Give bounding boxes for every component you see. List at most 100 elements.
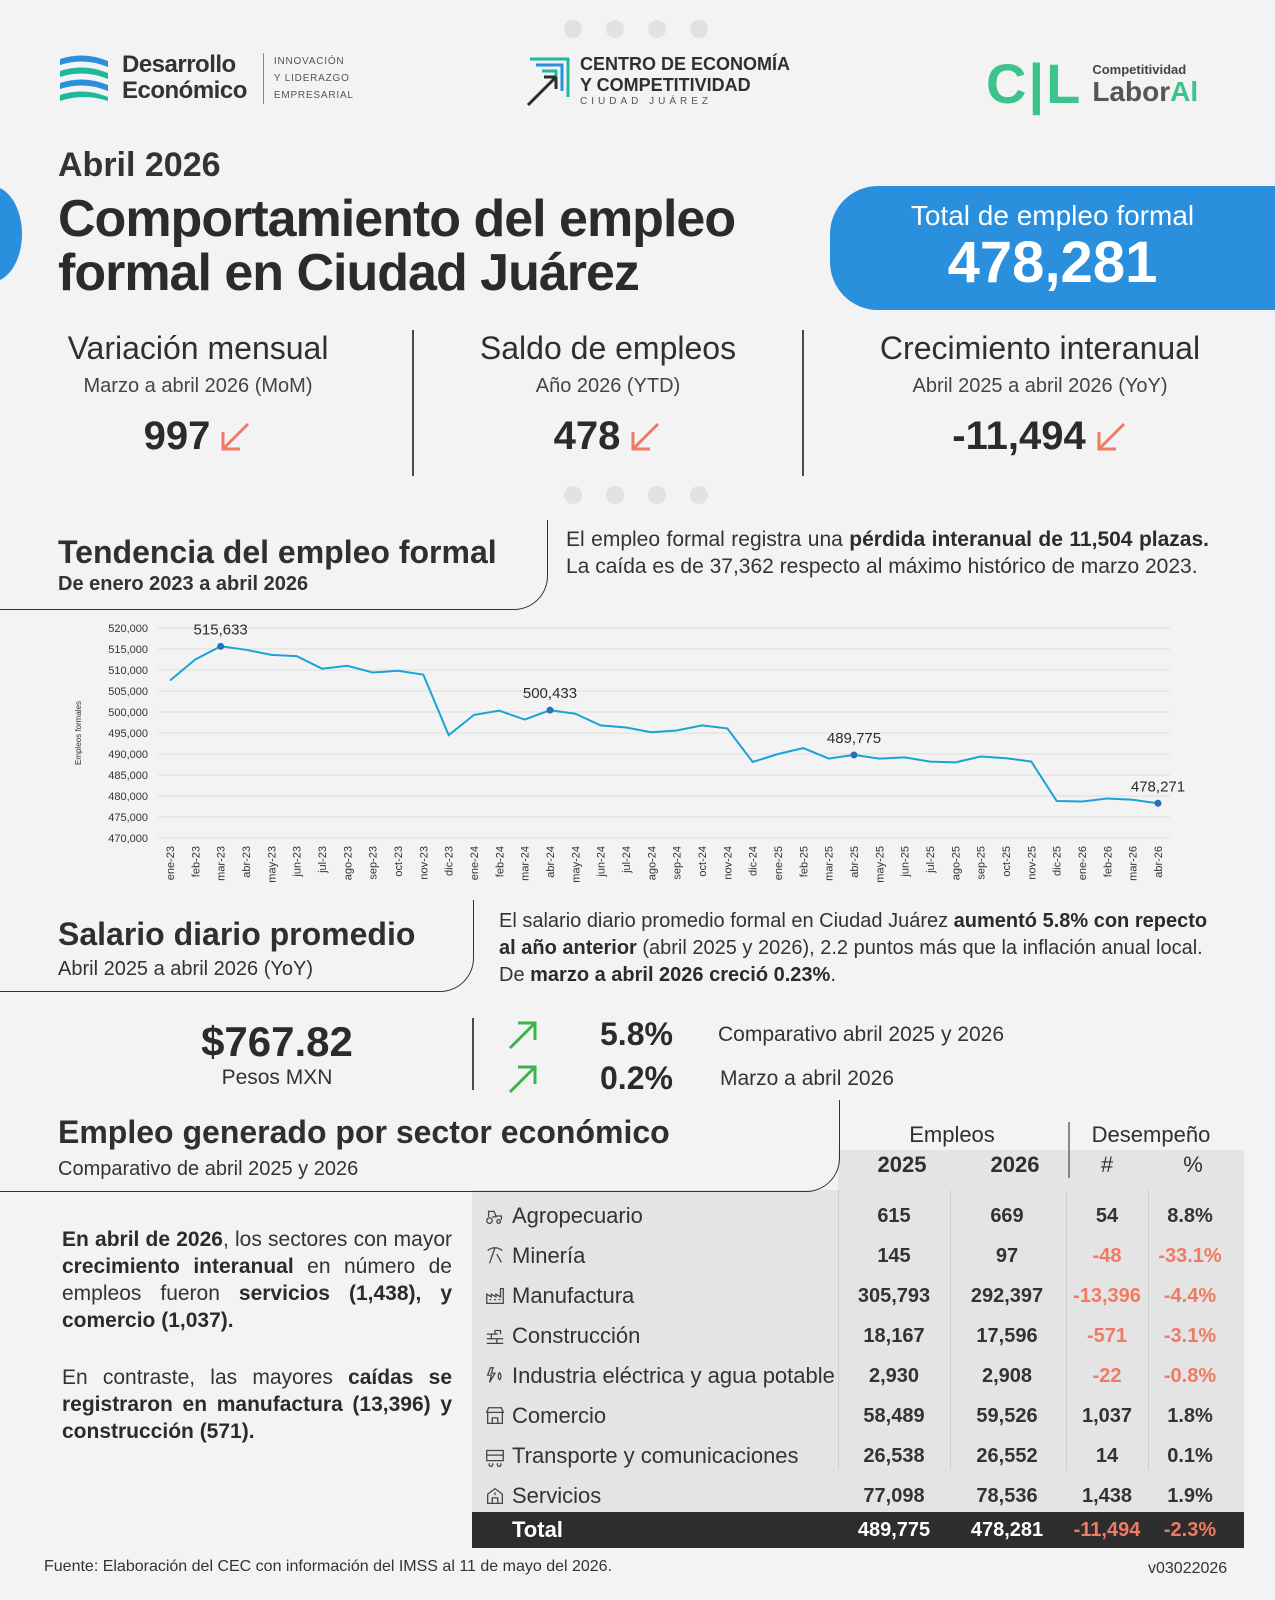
- salary-para-a: El salario diario promedio formal en Ciu…: [499, 910, 954, 932]
- arrow-up-right-icon: [508, 1021, 537, 1049]
- section-underline: [0, 520, 548, 610]
- cell-change-percent: -4.4%: [1163, 1284, 1217, 1307]
- sector-name-cell: Servicios: [472, 1483, 840, 1509]
- kpi-title: Saldo de empleos: [479, 330, 737, 366]
- data-point: [217, 642, 225, 650]
- cell-2025: 145: [877, 1244, 911, 1267]
- sector-name: Transporte y comunicaciones: [512, 1443, 799, 1468]
- header-2026-label: 2026: [990, 1152, 1040, 1177]
- x-tick-label: nov-24: [722, 846, 734, 880]
- data-label: 489,775: [827, 730, 881, 747]
- trend-para-b: pérdida interanual de 11,504 plazas.: [849, 528, 1209, 551]
- x-tick-label: ene-23: [165, 846, 177, 880]
- sector-paragraph-2: En contraste, las mayores caídas se regi…: [62, 1364, 452, 1445]
- x-tick-label: abr-26: [1153, 846, 1165, 878]
- arrow-logo-icon: [526, 57, 570, 106]
- data-label: 478,271: [1131, 778, 1185, 795]
- cell-2025: 305,793: [857, 1284, 931, 1307]
- total-name: Total: [472, 1517, 840, 1543]
- kpi-value: 997: [143, 414, 211, 458]
- report-month: Abril 2026: [58, 146, 221, 184]
- x-tick-label: ene-25: [773, 846, 785, 880]
- sector-para1-c: crecimiento interanual: [62, 1255, 294, 1278]
- x-tick-label: feb-26: [1102, 846, 1114, 877]
- logo-right-line2b: Al: [1170, 75, 1199, 107]
- table-column-divider: [950, 1190, 951, 1470]
- bus-icon: [486, 1449, 504, 1467]
- total-employment-value: 478,281: [947, 230, 1158, 295]
- x-tick-label: nov-25: [1026, 846, 1038, 880]
- cell-change-percent: 1.9%: [1167, 1484, 1213, 1507]
- sector-name-cell: Minería: [472, 1243, 840, 1269]
- y-tick-label: 520,000: [108, 623, 148, 635]
- x-tick-label: jun-25: [900, 846, 912, 878]
- cell-change-percent: 1.8%: [1167, 1404, 1213, 1427]
- kpi-title: Variación mensual: [67, 330, 329, 366]
- header-percent: %: [1183, 1152, 1203, 1177]
- salary-change-1: 5.8% Comparativo abril 2025 y 2026: [506, 1016, 1004, 1053]
- x-tick-label: abr-25: [849, 846, 861, 878]
- cell-2026: 78,536: [976, 1484, 1038, 1507]
- logo-left-tag1: INNOVACIÓN: [273, 55, 345, 67]
- footer-version: v03022026: [1148, 1560, 1228, 1577]
- y-tick-label: 510,000: [108, 665, 148, 677]
- table-row: Minería 145 97 -48 -33.1%: [472, 1236, 1244, 1276]
- page-title: Comportamiento del empleo formal en Ciud…: [58, 192, 736, 300]
- header-2026: 2026: [956, 1152, 1074, 1178]
- salary-amount: $767.82: [201, 1018, 353, 1065]
- cell-change-percent: -0.8%: [1163, 1364, 1217, 1387]
- y-tick-label: 475,000: [108, 812, 148, 824]
- sector-name: Manufactura: [512, 1283, 635, 1308]
- y-tick-label: 515,000: [108, 644, 148, 656]
- cell-change-number: -13,396: [1073, 1284, 1141, 1307]
- cell-2025: 18,167: [863, 1324, 925, 1347]
- table-row: Construcción 18,167 17,596 -571 -3.1%: [472, 1316, 1244, 1356]
- arrow-up-right-icon: [508, 1065, 537, 1093]
- cell-change-number: -22: [1092, 1364, 1122, 1387]
- cell-change-number: 14: [1095, 1444, 1119, 1467]
- services-icon: [487, 1487, 503, 1504]
- arrow-down-left-icon: [221, 422, 250, 450]
- trend-paragraph: El empleo formal registra una pérdida in…: [566, 526, 1209, 580]
- total-2025: 489,775: [857, 1518, 931, 1541]
- sector-para1-a: En abril de 2026: [62, 1228, 223, 1251]
- x-tick-label: mar-23: [216, 846, 228, 881]
- table-column-divider: [1066, 1190, 1067, 1470]
- cell-change-percent: -33.1%: [1158, 1244, 1222, 1267]
- x-tick-label: nov-23: [418, 846, 430, 880]
- sector-name: Comercio: [512, 1403, 607, 1428]
- tractor-icon: [486, 1210, 503, 1224]
- y-axis-label: Empleos formales: [74, 701, 83, 765]
- sector-name: Industria eléctrica y agua potable: [512, 1363, 835, 1388]
- salary-divider: [472, 1018, 474, 1090]
- total-employment-label: Total de empleo formal: [910, 200, 1195, 231]
- x-tick-label: may-24: [570, 846, 582, 883]
- cell-2025: 2,930: [868, 1364, 920, 1387]
- sector-name: Agropecuario: [512, 1203, 643, 1228]
- sector-name-cell: Manufactura: [472, 1283, 840, 1309]
- kpi-divider: [412, 330, 414, 476]
- cell-2025: 26,538: [863, 1444, 925, 1467]
- logo-desarrollo-economico: Desarrollo Económico INNOVACIÓN Y LIDERA…: [58, 52, 354, 104]
- x-tick-label: sep-24: [672, 846, 684, 880]
- salary-amount-block: $767.82 Pesos MXN: [140, 1018, 414, 1090]
- salary-para-c: (abril 2025 y 2026), 2.2 puntos más que …: [499, 937, 1203, 986]
- y-tick-label: 470,000: [108, 833, 148, 845]
- x-tick-label: abr-23: [241, 846, 253, 878]
- factory-icon: [486, 1288, 504, 1304]
- salary-change-value: 5.8%: [600, 1016, 673, 1052]
- header-divider: [1068, 1122, 1070, 1178]
- sector-para1-e: servicios (1,438), y comercio (1,037).: [62, 1282, 452, 1332]
- x-tick-label: mar-25: [824, 846, 836, 881]
- cell-2026: 669: [990, 1204, 1024, 1227]
- total-change-number: -11,494: [1073, 1518, 1141, 1541]
- cell-2025: 77,098: [863, 1484, 925, 1507]
- cell-2025: 615: [877, 1204, 911, 1227]
- x-tick-label: may-23: [266, 846, 278, 883]
- y-tick-label: 505,000: [108, 686, 148, 698]
- kpi-title: Crecimiento interanual: [879, 330, 1201, 366]
- salary-currency: Pesos MXN: [221, 1066, 333, 1089]
- x-tick-label: feb-23: [190, 846, 202, 877]
- total-label: Total: [512, 1517, 563, 1542]
- pickaxe-icon: [487, 1247, 503, 1264]
